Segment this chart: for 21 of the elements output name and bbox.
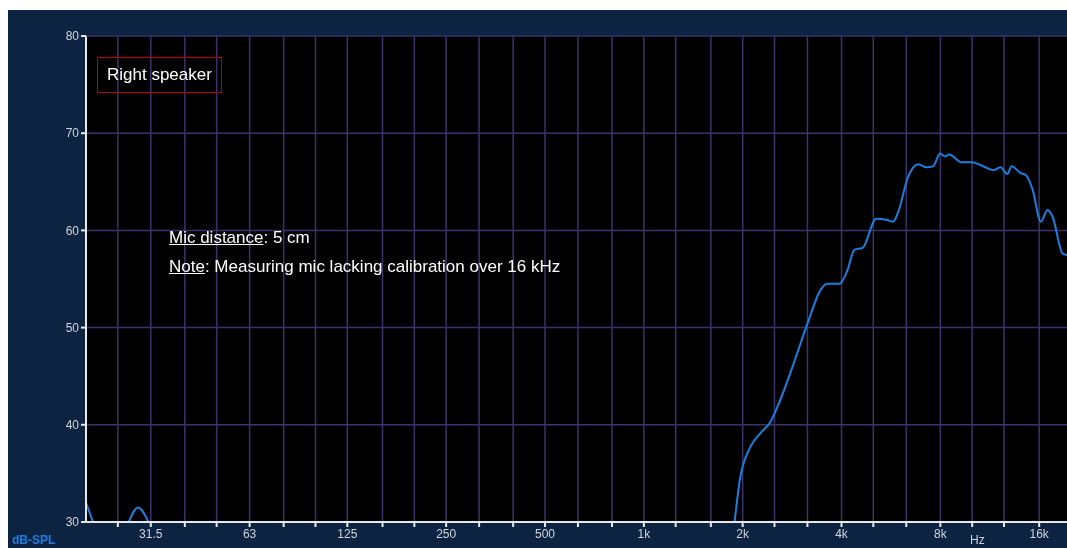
x-tick-label: 125	[337, 526, 358, 541]
y-tick-label: 30	[65, 515, 80, 530]
x-tick-label: 31.5	[139, 526, 163, 541]
y-tick-label: 60	[65, 223, 80, 238]
x-tick-label: 2k	[736, 526, 750, 541]
x-tick-label: 63	[242, 526, 257, 541]
text: Right speaker	[97, 57, 222, 93]
y-axis-title: dB-SPL	[12, 533, 56, 547]
y-tick-label: 80	[65, 29, 80, 44]
x-tick-label: 500	[534, 526, 556, 541]
x-tick-label: 250	[436, 526, 457, 541]
x-axis-title: Hz	[970, 533, 985, 547]
y-tick-label: 70	[65, 126, 80, 141]
x-tick-label: 1k	[637, 526, 652, 541]
y-tick-label: 50	[65, 320, 80, 335]
annotation: Mic distance: 5 cm	[169, 227, 310, 249]
y-tick-label: 40	[65, 418, 80, 433]
x-tick-label: 8k	[934, 526, 948, 541]
x-tick-label: 16k	[1029, 526, 1050, 541]
x-tick-label: 4k	[835, 526, 849, 541]
annotation: Note: Measuring mic lacking calibration over 16 kHz	[169, 256, 561, 278]
